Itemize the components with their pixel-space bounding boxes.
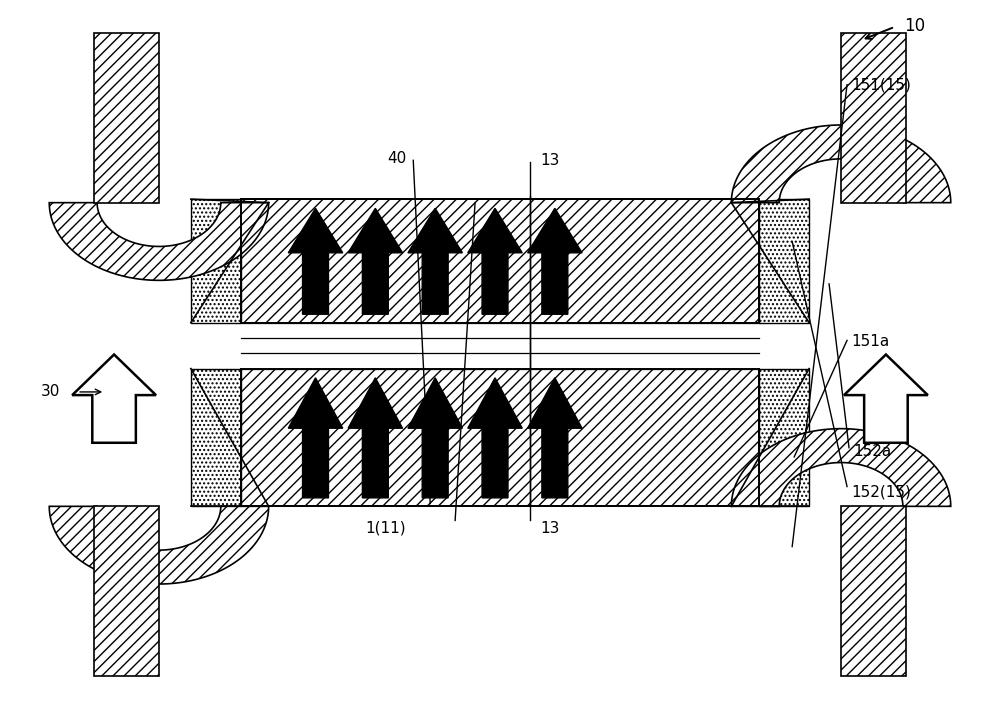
Polygon shape [348,208,403,314]
Polygon shape [288,208,343,314]
Polygon shape [408,378,462,498]
Bar [241,369,759,506]
Bar [94,506,159,676]
Polygon shape [468,378,522,498]
Text: 152(15): 152(15) [851,485,911,500]
Text: 151(15): 151(15) [851,77,911,92]
Text: 13: 13 [540,521,559,537]
Polygon shape [468,208,522,314]
Bar [841,506,906,676]
Polygon shape [49,203,269,280]
Bar [759,199,809,323]
Polygon shape [528,378,582,498]
Text: 40: 40 [388,151,407,166]
Polygon shape [528,208,582,314]
Bar [241,199,759,323]
Bar [241,323,759,369]
Polygon shape [844,354,928,443]
Polygon shape [49,506,269,584]
Bar [841,33,906,203]
Polygon shape [348,378,403,498]
Text: 30: 30 [41,384,61,399]
Polygon shape [731,429,951,506]
Bar [759,369,809,506]
Polygon shape [72,354,156,443]
Polygon shape [731,125,951,203]
Bar [191,369,241,506]
Text: 151a: 151a [851,334,889,350]
Text: 152a: 152a [853,445,891,459]
Polygon shape [408,208,462,314]
Text: 1(11): 1(11) [365,520,406,535]
Polygon shape [288,378,343,498]
Bar [191,199,241,323]
Bar [94,33,159,203]
Text: 13: 13 [540,152,559,168]
Text: 10: 10 [904,17,925,35]
